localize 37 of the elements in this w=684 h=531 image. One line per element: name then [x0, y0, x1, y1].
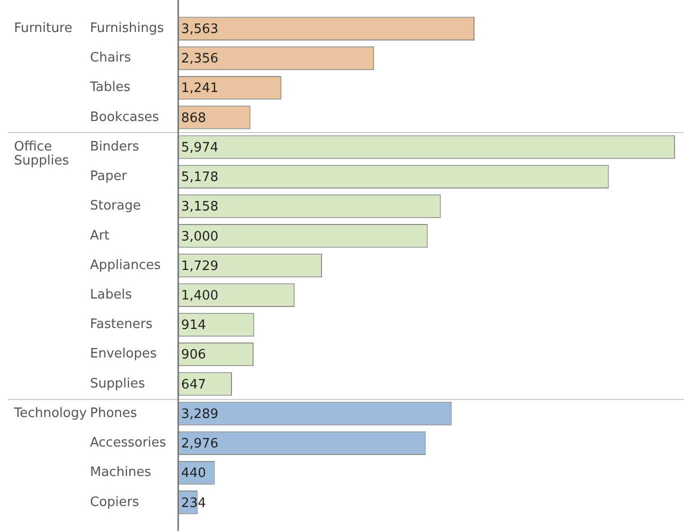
text: Furniture: [14, 20, 72, 36]
data-label: 2,356: [181, 52, 218, 67]
text: Office Supplies: [14, 139, 70, 168]
y-tick-label: Paper: [90, 169, 128, 184]
y-tick-label: Accessories: [90, 436, 166, 451]
y-tick-label: Envelopes: [90, 346, 157, 362]
data-label: 914: [181, 318, 206, 334]
data-label: 647: [181, 377, 206, 392]
data-label: 234: [181, 496, 206, 511]
data-label: 3,158: [181, 200, 218, 215]
y-tick-label: Phones: [90, 406, 138, 421]
y-tick-label: Bookcases: [90, 110, 160, 125]
y-tick-label: Furnishings: [90, 20, 164, 36]
data-label: 5,974: [181, 140, 218, 156]
data-label: 1,400: [181, 288, 218, 304]
data-label: 3,563: [181, 22, 218, 37]
y-tick-label: Art: [90, 228, 110, 244]
data-label: 906: [181, 348, 206, 363]
data-label: 3,289: [181, 406, 218, 422]
data-label: 5,178: [181, 170, 218, 186]
data-label: 1,241: [181, 81, 218, 96]
data-label: 3,000: [181, 229, 218, 244]
y-tick-label: Tables: [89, 80, 131, 96]
y-tick-label: Fasteners: [90, 317, 153, 332]
y-tick-label: Binders: [90, 139, 140, 154]
y-tick-label: Storage: [90, 198, 141, 214]
data-label: 2,976: [181, 436, 218, 452]
text: Technology: [13, 406, 88, 421]
y-tick-label: Chairs: [90, 50, 132, 66]
y-tick-label: Supplies: [90, 376, 146, 392]
data-label: 1,729: [181, 258, 218, 274]
data-label: 868: [181, 110, 206, 126]
y-tick-label: Appliances: [90, 258, 161, 273]
y-tick-label: Labels: [90, 287, 132, 302]
data-label: 440: [181, 466, 206, 482]
y-tick-label: Copiers: [90, 494, 140, 510]
y-tick-label: Machines: [90, 465, 152, 480]
